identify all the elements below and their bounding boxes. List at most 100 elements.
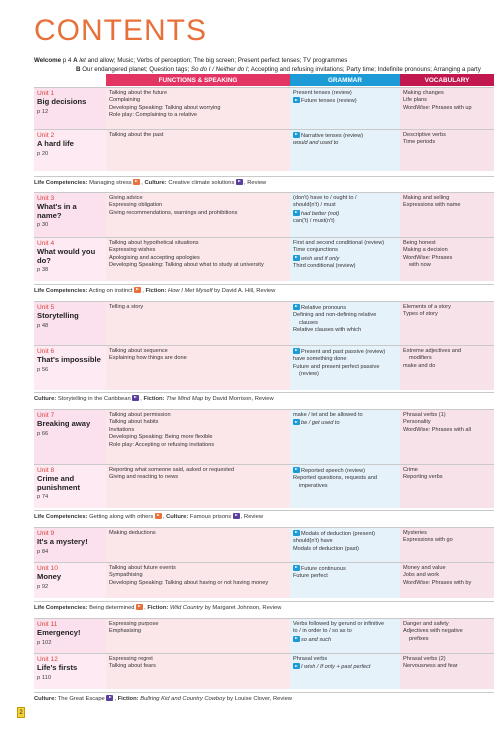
unit-row-12[interactable]: Unit 12 Life's firsts p 110 Expressing r… [34,653,494,689]
video-play-icon[interactable] [236,179,243,185]
list-item: Talking about the past [109,132,164,138]
unit-row-9[interactable]: Unit 9 It's a mystery! p 84 Making deduc… [34,527,494,562]
list-item: Developing Speaking: Talking about what … [109,262,264,269]
video-play-icon[interactable] [293,254,300,261]
competencies-row-5: Life Competencies: Being determined , Fi… [34,601,494,612]
list-item: Talking about future events [109,565,176,571]
video-play-icon[interactable] [106,695,114,701]
comp-text: Famous prisons [188,514,233,520]
video-play-icon[interactable] [293,304,300,310]
unit-row-8[interactable]: Unit 8 Crime and punishment p 74 Reporti… [34,464,494,508]
vocabulary-cell: Money and value Jobs and work WordWise: … [400,563,494,598]
unit-row-4[interactable]: Unit 4 What would you do? p 38 Talking a… [34,237,494,281]
list-item: Being honest [403,240,436,246]
video-play-icon[interactable] [132,395,140,401]
unit-page: p 38 [37,267,49,274]
comp-label: Fiction: [143,396,165,402]
comp-text: , Review [240,514,264,520]
unit-cell: Unit 2 A hard life p 20 [34,130,106,171]
list-item: Reporting what someone said, asked or re… [109,467,235,473]
list-item: Role play: Accepting or refusing invitat… [109,441,215,448]
list-item: Danger and safety [403,621,449,627]
table-header: FUNCTIONS & SPEAKING GRAMMAR VOCABULARY [34,74,494,86]
list-item: Telling a story [109,304,144,310]
list-item: Giving recommendations, warnings and pro… [109,209,238,216]
comp-text: , [141,180,145,186]
list-item: Apologising and accepting apologies [109,254,200,261]
list-item: Developing Speaking: Being more flexible [109,434,213,441]
video-play-icon[interactable] [293,419,300,426]
comp-text: by David A. Hill, Review [212,288,276,294]
unit-number: Unit 9 [37,530,55,537]
header-functions: FUNCTIONS & SPEAKING [106,74,290,86]
list-item: Narrative tenses (review) [293,132,397,140]
comp-label: Fiction: [117,696,139,702]
unit-row-2[interactable]: Unit 2 A hard life p 20 Talking about th… [34,129,494,171]
list-item: Complaining [109,97,141,104]
unit-row-6[interactable]: Unit 6 That's impossible p 56 Talking ab… [34,345,494,390]
list-item: Elements of a story [403,304,451,310]
list-item: modifiers [409,355,432,362]
video-play-icon[interactable] [293,209,300,216]
comp-text: , [162,514,167,520]
unit-cell: Unit 9 It's a mystery! p 84 [34,528,106,562]
video-play-icon[interactable] [293,565,300,571]
list-item-text: be / get used to [301,420,340,427]
video-play-icon[interactable] [293,348,300,354]
list-item: Talking about sequence [109,348,168,354]
unit-row-1[interactable]: Unit 1 Big decisions p 12 Talking about … [34,87,494,129]
grammar-cell: make / let and be allowed to be / get us… [290,410,400,464]
unit-row-5[interactable]: Unit 5 Storytelling p 48 Telling a story… [34,301,494,345]
vocabulary-cell: Elements of a story Types of story [400,302,494,345]
unit-title: Big decisions [37,97,87,106]
grammar-cell: Future continuous Future perfect [290,563,400,598]
vocabulary-cell: Mysteries Expressions with go [400,528,494,562]
grammar-cell: Reported speech (review) Reported questi… [290,465,400,508]
video-play-icon[interactable] [232,513,240,519]
list-item: Reported questions, requests and [293,475,377,482]
unit-row-10[interactable]: Unit 10 Money p 92 Talking about future … [34,562,494,598]
list-item: Invitations [109,426,135,433]
comp-text: by David Morrison, Review [203,396,274,402]
competencies-row-2: Life Competencies: Acting on instinct , … [34,284,494,295]
functions-cell: Making deductions [106,528,290,562]
grammar-cell: Verbs followed by gerund or infinitive t… [290,619,400,653]
video-play-icon[interactable] [154,513,162,519]
video-play-icon[interactable] [134,287,142,293]
unit-row-3[interactable]: Unit 3 What's in a name? p 30 Giving adv… [34,192,494,237]
vocabulary-cell: Danger and safety Adjectives with negati… [400,619,494,653]
unit-cell: Unit 6 That's impossible p 56 [34,346,106,390]
unit-row-11[interactable]: Unit 11 Emergency! p 102 Expressing purp… [34,618,494,653]
video-play-icon[interactable] [293,635,300,642]
video-play-icon[interactable] [136,604,144,610]
list-item: Reporting verbs [403,474,443,481]
grammar-cell: Present tenses (review) Future tenses (r… [290,88,400,129]
video-play-icon[interactable] [133,179,141,185]
list-item-text: Narrative tenses (review) [301,133,364,139]
list-item: make and do [403,362,436,369]
unit-cell: Unit 4 What would you do? p 38 [34,238,106,281]
unit-page: p 12 [37,108,49,115]
unit-row-7[interactable]: Unit 7 Breaking away p 66 Talking about … [34,409,494,464]
video-play-icon[interactable] [293,663,300,670]
list-item-text: Present and past passive (review) [301,349,386,355]
video-play-icon[interactable] [293,132,300,138]
list-item: Modals of deduction (present) [293,530,397,538]
comp-italic: Wild Country [169,605,204,611]
list-item: wish and if only [293,254,397,263]
comp-label: Fiction: [147,605,169,611]
unit-title: Emergency! [37,628,81,637]
unit-number: Unit 11 [37,621,58,628]
video-play-icon[interactable] [293,467,300,473]
comp-italic: The Mind Map [166,396,204,402]
unit-page: p 84 [37,548,49,555]
functions-cell: Expressing regret Talking about fears [106,654,290,689]
functions-cell: Talking about permission Talking about h… [106,410,290,464]
list-item: had better (not) [293,209,397,218]
video-play-icon[interactable] [293,97,300,104]
functions-cell: Telling a story [106,302,290,345]
list-item: prefixes [409,635,429,642]
list-item: I wish / If only + past perfect [293,663,397,671]
video-play-icon[interactable] [293,530,300,536]
welcome-line-a: Welcome p 4 A let and allow; Music; Verb… [34,56,494,65]
